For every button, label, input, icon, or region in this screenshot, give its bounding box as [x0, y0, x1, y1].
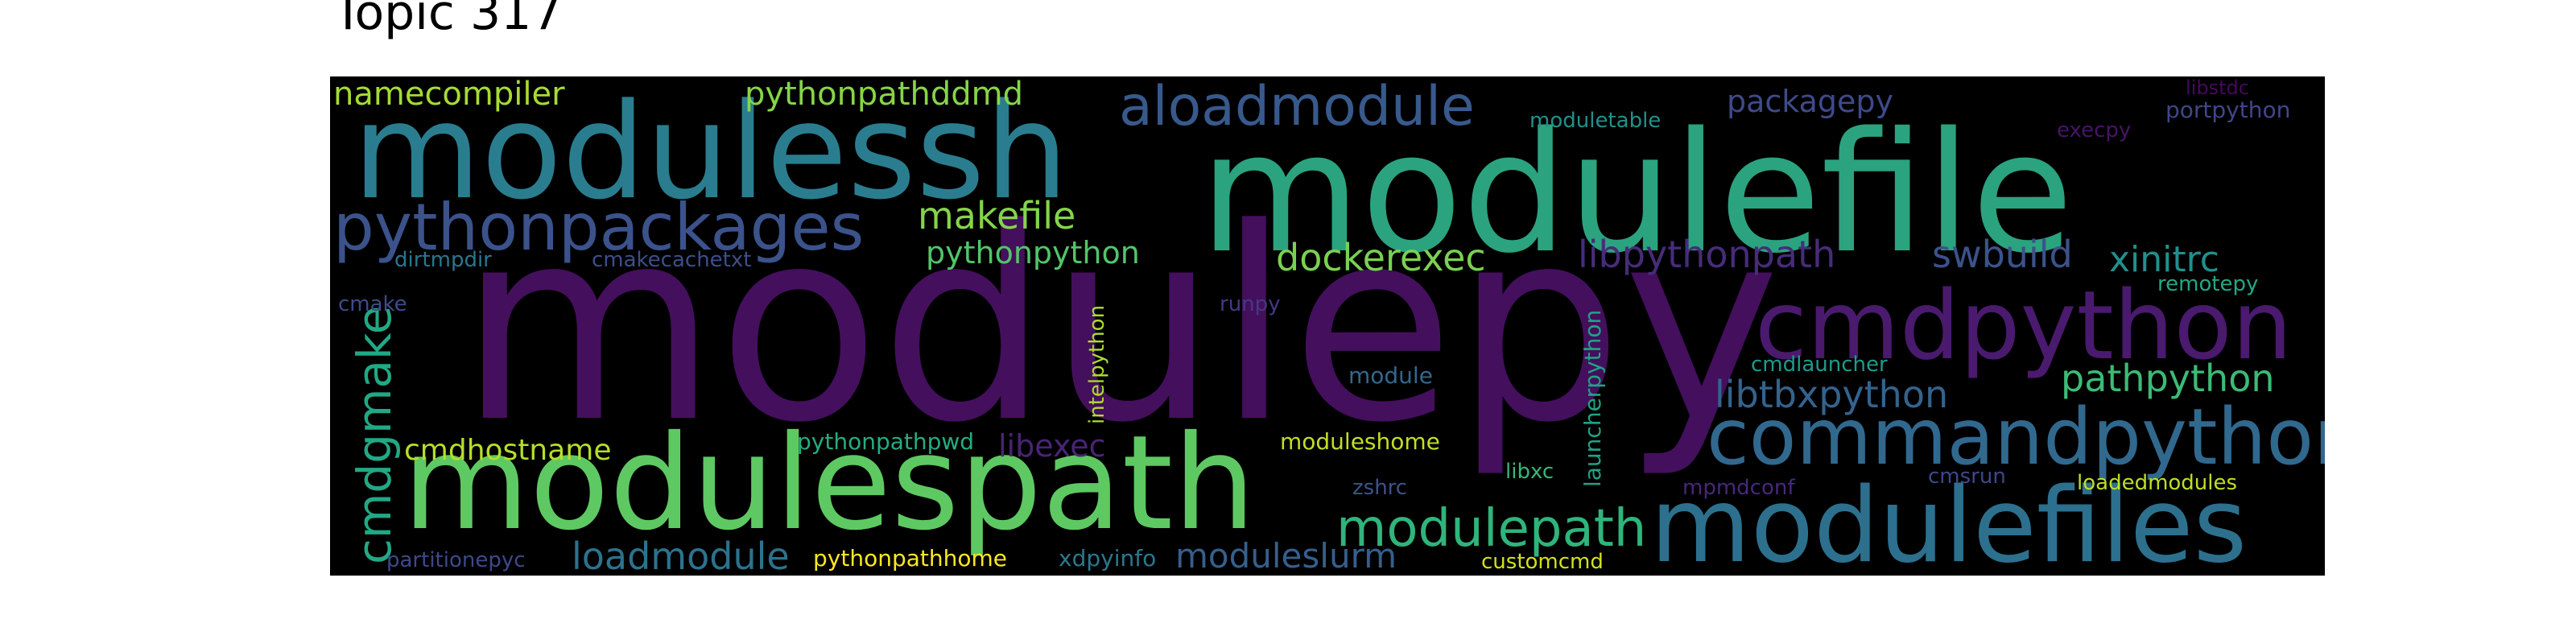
- word-pythonpython: pythonpython: [926, 235, 1140, 270]
- word-cmsrun: cmsrun: [1928, 464, 2006, 489]
- word-module: module: [1348, 362, 1433, 389]
- word-cmdgmake: cmdgmake: [347, 305, 402, 564]
- word-loadmodule: loadmodule: [572, 535, 790, 576]
- word-dirtmpdir: dirtmpdir: [394, 248, 492, 272]
- word-pythonpathpwd: pythonpathpwd: [797, 428, 975, 455]
- word-zshrc: zshrc: [1352, 476, 1408, 500]
- word-pythonpathhome: pythonpathhome: [813, 545, 1007, 572]
- word-modulefiles: modulefiles: [1650, 466, 2248, 576]
- word-packagepy: packagepy: [1727, 84, 1894, 119]
- word-cmdpython: cmdpython: [1755, 270, 2293, 381]
- word-commandpython: commandpython: [1707, 392, 2325, 482]
- word-moduleshome: moduleshome: [1280, 428, 1440, 455]
- word-intelpython: intelpython: [1085, 304, 1109, 424]
- word-modulepy: modulepy: [459, 171, 1781, 481]
- word-libstdc: libstdc: [2186, 76, 2249, 99]
- word-moduleslurm: moduleslurm: [1175, 536, 1397, 576]
- word-pathpython: pathpython: [2061, 357, 2275, 400]
- word-xdpyinfo: xdpyinfo: [1059, 545, 1157, 572]
- word-moduletable: moduletable: [1530, 109, 1662, 133]
- word-modulefile: modulefile: [1199, 97, 2074, 290]
- word-pythonpackages: pythonpackages: [333, 190, 865, 265]
- word-namecompiler: namecompiler: [333, 76, 565, 113]
- word-cloud: modulepy modulefile modulessh modulespat…: [330, 76, 2325, 576]
- word-runpy: runpy: [1220, 292, 1281, 316]
- word-xinitrc: xinitrc: [2109, 239, 2219, 280]
- word-modulessh: modulessh: [353, 76, 1069, 229]
- word-customcmd: customcmd: [1481, 550, 1604, 574]
- word-cmdlauncher: cmdlauncher: [1751, 353, 1888, 377]
- page-title: Topic 317: [333, 0, 563, 41]
- word-remotepy: remotepy: [2157, 272, 2259, 296]
- word-partitionepyc: partitionepyc: [386, 548, 526, 572]
- word-modulepath: modulepath: [1336, 499, 1647, 559]
- word-dockerexec: dockerexec: [1276, 236, 1486, 279]
- word-libpythonpath: libpythonpath: [1578, 233, 1836, 276]
- word-cmake: cmake: [338, 292, 407, 316]
- word-loadedmodules: loadedmodules: [2077, 471, 2238, 495]
- word-execpy: execpy: [2057, 118, 2132, 142]
- word-libexec: libexec: [998, 428, 1106, 464]
- word-libxc: libxc: [1505, 460, 1554, 484]
- word-makefile: makefile: [918, 194, 1076, 237]
- word-pythonpathddmd: pythonpathddmd: [745, 76, 1023, 113]
- word-mpmdconf: mpmdconf: [1682, 476, 1795, 500]
- word-libtbxpython: libtbxpython: [1715, 373, 1949, 416]
- word-modulespath: modulespath: [402, 408, 1256, 559]
- word-cmdhostname: cmdhostname: [404, 434, 612, 467]
- word-launcherpython: launcherpython: [1579, 309, 1606, 487]
- word-aloadmodule: aloadmodule: [1119, 76, 1475, 138]
- word-swbuild: swbuild: [1932, 233, 2073, 276]
- word-cmakecachetxt: cmakecachetxt: [592, 248, 752, 272]
- word-portpython: portpython: [2165, 97, 2291, 123]
